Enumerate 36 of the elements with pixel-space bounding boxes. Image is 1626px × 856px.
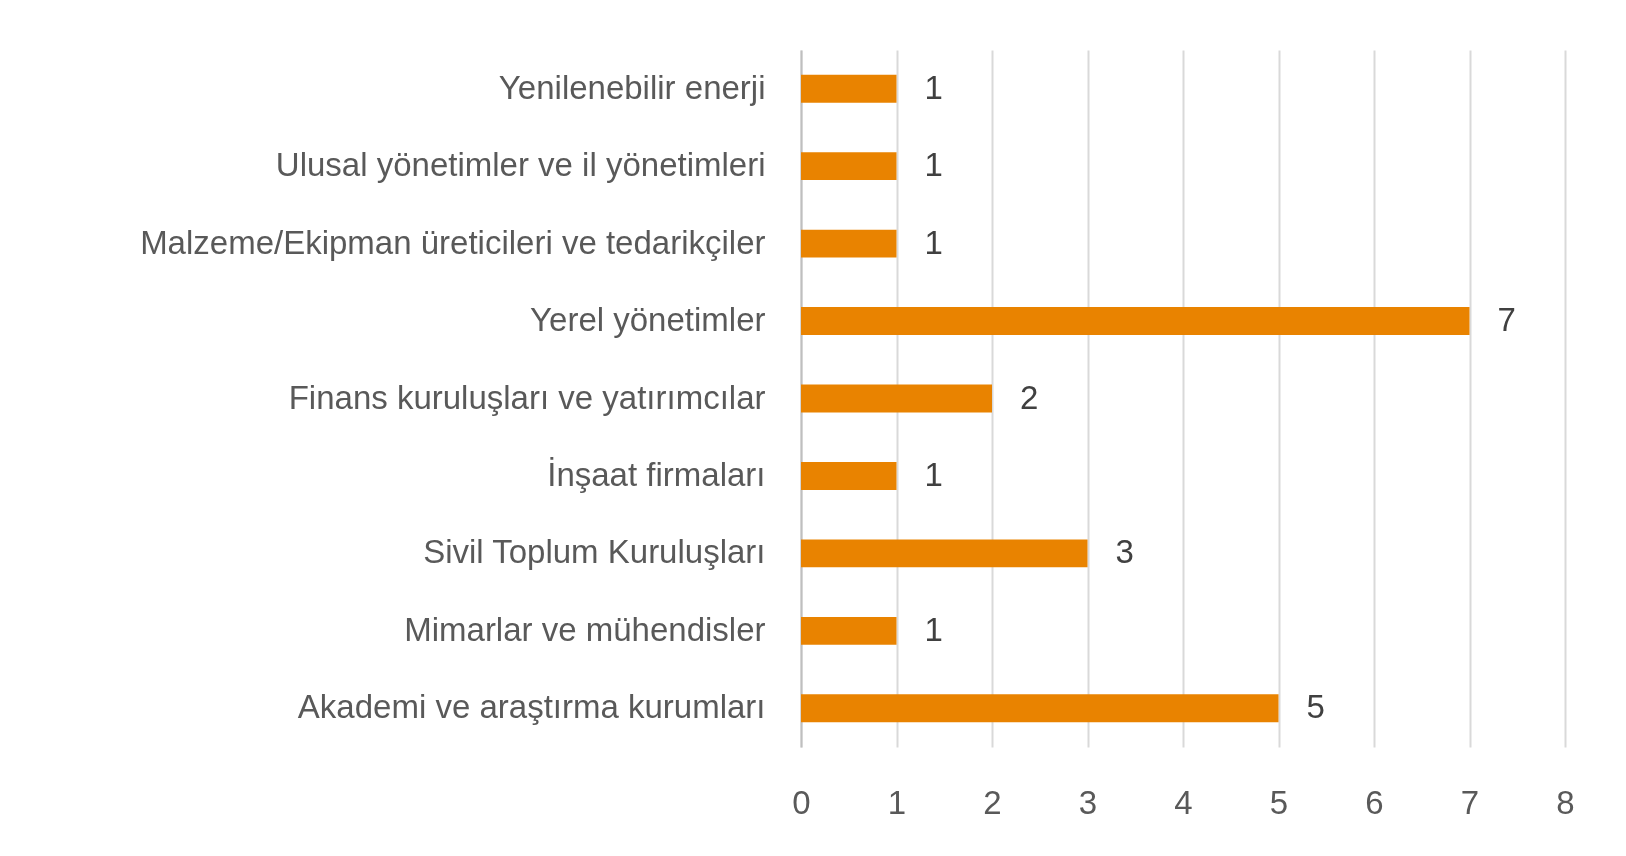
x-tick-label: 8 [1556,783,1575,821]
x-tick-label: 0 [792,783,811,821]
x-tick-label: 7 [1460,783,1480,821]
y-tick-label: Malzeme/Ekipman üreticileri ve tedarikçiler [140,223,766,261]
bar [801,462,897,490]
data-label: 3 [1115,533,1134,571]
bar [801,384,992,413]
data-label: 1 [924,455,943,493]
bar [801,539,1088,568]
y-tick-label: Mimarlar ve mühendisler [404,610,766,648]
data-label: 1 [924,610,943,648]
x-tick-label: 4 [1174,783,1193,821]
x-tick-label: 1 [887,783,907,821]
x-tick-label: 6 [1365,783,1384,821]
x-tick-label: 2 [983,783,1002,821]
bar [801,74,897,103]
x-tick-label: 5 [1269,783,1289,821]
bar [801,152,897,181]
data-label: 2 [1020,378,1039,416]
y-tick-label: Finans kuruluşları ve yatırımcılar [288,378,766,416]
y-tick-label: Sivil Toplum Kuruluşları [423,533,766,571]
bar [801,616,897,645]
y-tick-label: Akademi ve araştırma kurumları [297,688,766,726]
x-tick-label: 3 [1078,783,1098,821]
y-tick-label: İnşaat firmaları [547,455,766,493]
bar [801,229,897,258]
data-label: 1 [924,146,943,184]
data-label: 7 [1497,301,1516,339]
bar [801,694,1279,723]
y-tick-label: Ulusal yönetimler ve il yönetimleri [275,146,766,184]
data-label: 1 [924,68,943,106]
data-label: 5 [1306,688,1325,726]
y-tick-label: Yenilenebilir enerji [498,68,766,106]
y-tick-label: Yerel yönetimler [530,301,766,339]
data-label: 1 [924,223,943,261]
bar [801,307,1470,335]
